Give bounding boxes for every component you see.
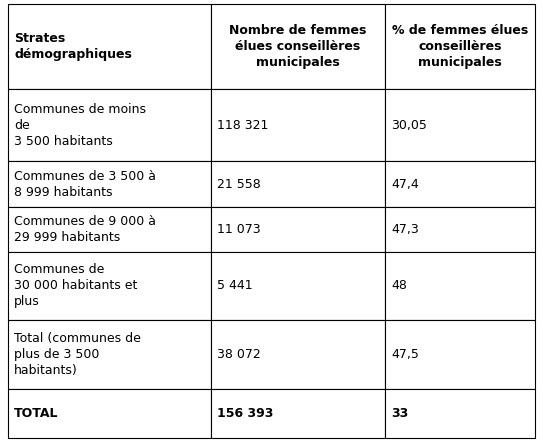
Bar	[385, 206, 535, 251]
Text: Communes de
30 000 habitants et
plus: Communes de 30 000 habitants et plus	[14, 263, 137, 309]
Text: 5 441: 5 441	[217, 279, 253, 293]
Bar	[385, 4, 535, 89]
Bar	[8, 4, 211, 89]
Text: 11 073: 11 073	[217, 223, 261, 236]
Bar	[211, 89, 385, 161]
Bar	[8, 89, 211, 161]
Bar	[8, 161, 211, 206]
Text: Total (communes de
plus de 3 500
habitants): Total (communes de plus de 3 500 habitan…	[14, 332, 141, 377]
Bar	[385, 251, 535, 320]
Text: Nombre de femmes
élues conseillères
municipales: Nombre de femmes élues conseillères muni…	[229, 24, 367, 69]
Text: 118 321: 118 321	[217, 119, 269, 132]
Bar	[8, 206, 211, 251]
Text: 33: 33	[392, 407, 409, 420]
Bar	[8, 320, 211, 389]
Text: 30,05: 30,05	[392, 119, 427, 132]
Text: 47,4: 47,4	[392, 178, 419, 191]
Text: 21 558: 21 558	[217, 178, 261, 191]
Bar	[211, 4, 385, 89]
Text: Communes de 3 500 à
8 999 habitants: Communes de 3 500 à 8 999 habitants	[14, 169, 156, 198]
Bar	[385, 161, 535, 206]
Bar	[8, 251, 211, 320]
Bar	[385, 389, 535, 438]
Bar	[385, 89, 535, 161]
Text: Communes de 9 000 à
29 999 habitants: Communes de 9 000 à 29 999 habitants	[14, 215, 156, 244]
Text: 48: 48	[392, 279, 407, 293]
Bar	[211, 320, 385, 389]
Text: 156 393: 156 393	[217, 407, 274, 420]
Bar	[385, 320, 535, 389]
Text: Communes de moins
de
3 500 habitants: Communes de moins de 3 500 habitants	[14, 103, 146, 148]
Text: 47,5: 47,5	[392, 348, 419, 361]
Text: TOTAL: TOTAL	[14, 407, 59, 420]
Bar	[211, 251, 385, 320]
Bar	[211, 161, 385, 206]
Bar	[8, 389, 211, 438]
Text: 47,3: 47,3	[392, 223, 419, 236]
Bar	[211, 389, 385, 438]
Text: 38 072: 38 072	[217, 348, 261, 361]
Bar	[211, 206, 385, 251]
Text: Strates
démographiques: Strates démographiques	[14, 32, 132, 61]
Text: % de femmes élues
conseillères
municipales: % de femmes élues conseillères municipal…	[392, 24, 528, 69]
